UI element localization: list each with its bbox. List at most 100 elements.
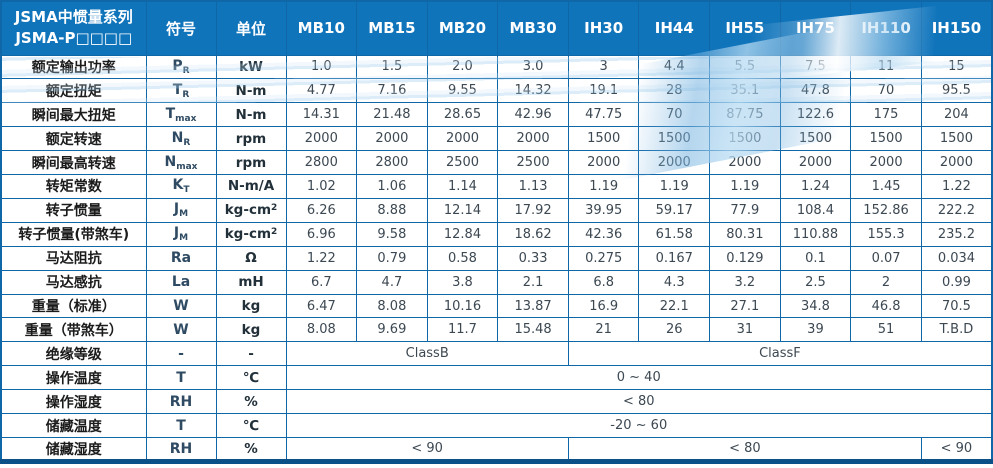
- value-cell: 3.2: [709, 269, 781, 295]
- value-cell: 0.034: [920, 245, 993, 271]
- value-cell: 19.1: [567, 78, 640, 104]
- value-cell: 2.5: [779, 269, 852, 295]
- value-cell: 28: [638, 78, 711, 104]
- value-cell: 2: [850, 269, 922, 295]
- value-cell: 2.1: [497, 269, 569, 295]
- row-label: 重量（带煞车）: [0, 317, 147, 343]
- value-cell: 1.06: [356, 174, 428, 199]
- value-cell: 15: [920, 54, 993, 80]
- value-cell: 87.75: [709, 102, 781, 128]
- row-symbol: RH: [145, 389, 217, 415]
- value-cell: 0.167: [638, 245, 711, 271]
- value-cell: 1.14: [426, 174, 499, 199]
- value-cell: 152.86: [850, 197, 922, 223]
- value-cell: 35.1: [709, 78, 781, 104]
- value-cell: 1500: [567, 126, 640, 152]
- value-cell: 0.275: [567, 245, 640, 271]
- spec-table-body: 额定输出功率 PR kW 1.0 1.5 2.0 3.0 3 4.4 5.5 7.5 11 15 额定扭矩…: [0, 54, 993, 462]
- value-cell: 235.2: [920, 221, 993, 247]
- value-cell: 0.33: [497, 245, 569, 271]
- model-column-header-ih30: IH30: [567, 0, 640, 56]
- value-cell: 21: [567, 317, 640, 343]
- value-cell: 47.8: [779, 78, 852, 104]
- value-cell: 2000: [850, 150, 922, 176]
- model-column-header-mb30: MB30: [497, 0, 569, 56]
- value-cell: 1.5: [356, 54, 428, 80]
- value-cell: 1.19: [638, 174, 711, 199]
- row-symbol: NR: [145, 126, 217, 152]
- value-cell: 2000: [285, 126, 358, 152]
- value-cell: 6.7: [285, 269, 358, 295]
- row-unit: -: [215, 341, 287, 367]
- table-row: 转子惯量(带煞车) JM kg-cm2 6.96 9.58 12.84 18.62 42.36…: [0, 221, 993, 247]
- value-cell: 1.0: [285, 54, 358, 80]
- model-column-header-ih110: IH110: [850, 0, 922, 56]
- row-unit: N-m/A: [215, 174, 287, 199]
- row-label: 储藏湿度: [0, 437, 147, 462]
- row-symbol: RH: [145, 437, 217, 462]
- value-cell: 18.62: [497, 221, 569, 247]
- table-row: 额定转速 NR rpm 2000 2000 2000 2000 1500 1500 1500 150…: [0, 126, 993, 152]
- row-unit: kg: [215, 293, 287, 319]
- row-symbol: Ra: [145, 245, 217, 271]
- value-cell: 11: [850, 54, 922, 80]
- row-symbol: PR: [145, 54, 217, 80]
- value-cell: 0.1: [779, 245, 852, 271]
- value-cell: 34.8: [779, 293, 852, 319]
- row-unit: kW: [215, 54, 287, 80]
- value-cell: 2.0: [426, 54, 499, 80]
- value-cell: 42.36: [567, 221, 640, 247]
- row-unit: kg-cm2: [215, 197, 287, 223]
- value-cell: 8.08: [285, 317, 358, 343]
- row-label: 绝缘等级: [0, 341, 147, 367]
- value-cell: 12.14: [426, 197, 499, 223]
- row-symbol: JM: [145, 221, 217, 247]
- value-cell: 1.19: [567, 174, 640, 199]
- table-row: 马达阻抗 Ra Ω 1.22 0.79 0.58 0.33 0.275 0.167 0.129 0.…: [0, 245, 993, 271]
- value-cell: 1500: [920, 126, 993, 152]
- value-cell: 2000: [779, 150, 852, 176]
- table-row: 瞬间最高转速 Nmax rpm 2800 2800 2500 2500 2000 2000 200…: [0, 150, 993, 176]
- table-row: 操作温度 T ℃ 0 ~ 40: [0, 365, 993, 391]
- table-row: 储藏温度 T ℃ -20 ~ 60: [0, 413, 993, 438]
- row-label: 转子惯量: [0, 197, 147, 223]
- merged-value-cell: < 80: [567, 437, 922, 462]
- merged-value-cell: ClassB: [285, 341, 569, 367]
- value-cell: 3.0: [497, 54, 569, 80]
- model-column-header-ih150: IH150: [920, 0, 993, 56]
- value-cell: 2000: [426, 126, 499, 152]
- row-unit: N-m: [215, 102, 287, 128]
- row-unit: kg: [215, 317, 287, 343]
- value-cell: 1.45: [850, 174, 922, 199]
- merged-value-cell: ClassF: [567, 341, 993, 367]
- value-cell: 4.4: [638, 54, 711, 80]
- value-cell: 14.31: [285, 102, 358, 128]
- value-cell: 2500: [497, 150, 569, 176]
- row-label: 额定扭矩: [0, 78, 147, 104]
- model-column-header-mb20: MB20: [426, 0, 499, 56]
- merged-value-cell: 0 ~ 40: [285, 365, 993, 391]
- value-cell: 12.84: [426, 221, 499, 247]
- row-symbol: TR: [145, 78, 217, 104]
- row-label: 额定转速: [0, 126, 147, 152]
- value-cell: 39.95: [567, 197, 640, 223]
- value-cell: 1.22: [920, 174, 993, 199]
- value-cell: 1.13: [497, 174, 569, 199]
- model-column-header-ih44: IH44: [638, 0, 711, 56]
- merged-value-cell: -20 ~ 60: [285, 413, 993, 438]
- value-cell: 204: [920, 102, 993, 128]
- row-label: 额定输出功率: [0, 54, 147, 80]
- row-symbol: KT: [145, 174, 217, 199]
- table-row: 绝缘等级 - - ClassB ClassF: [0, 341, 993, 367]
- value-cell: 28.65: [426, 102, 499, 128]
- row-symbol: W: [145, 317, 217, 343]
- value-cell: 77.9: [709, 197, 781, 223]
- value-cell: 51: [850, 317, 922, 343]
- value-cell: 6.96: [285, 221, 358, 247]
- row-symbol: -: [145, 341, 217, 367]
- value-cell: 7.16: [356, 78, 428, 104]
- value-cell: 222.2: [920, 197, 993, 223]
- row-label: 操作湿度: [0, 389, 147, 415]
- value-cell: 39: [779, 317, 852, 343]
